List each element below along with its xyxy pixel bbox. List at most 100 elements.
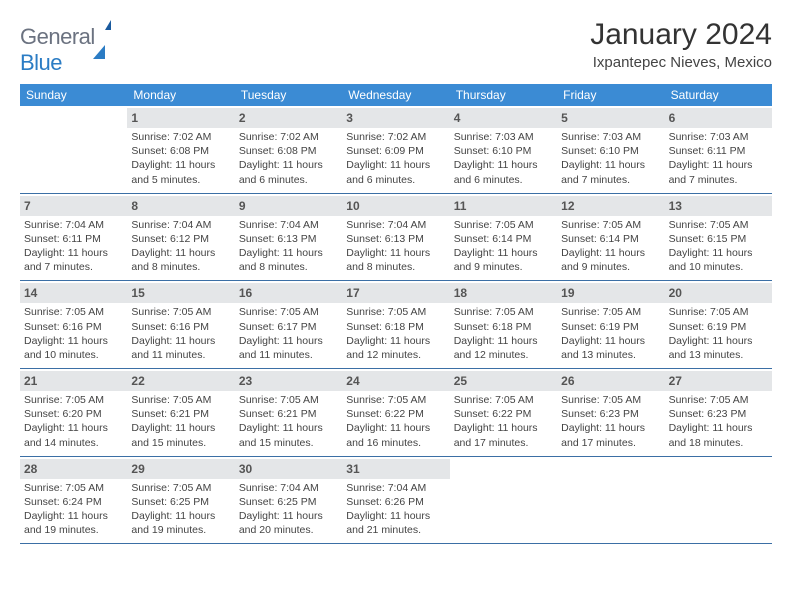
logo-text-general: General xyxy=(20,24,95,49)
weeks-container: 1Sunrise: 7:02 AMSunset: 6:08 PMDaylight… xyxy=(20,106,772,544)
sunset-line: Sunset: 6:16 PM xyxy=(131,320,230,334)
sunset-line: Sunset: 6:13 PM xyxy=(346,232,445,246)
day-details: Sunrise: 7:05 AMSunset: 6:15 PMDaylight:… xyxy=(669,218,768,275)
sunset-line: Sunset: 6:14 PM xyxy=(561,232,660,246)
day-details: Sunrise: 7:02 AMSunset: 6:08 PMDaylight:… xyxy=(239,130,338,187)
week-row: 28Sunrise: 7:05 AMSunset: 6:24 PMDayligh… xyxy=(20,457,772,545)
day-cell: 30Sunrise: 7:04 AMSunset: 6:25 PMDayligh… xyxy=(235,457,342,544)
day-details: Sunrise: 7:05 AMSunset: 6:18 PMDaylight:… xyxy=(454,305,553,362)
day-number-bar: 30 xyxy=(235,459,342,479)
day-details: Sunrise: 7:04 AMSunset: 6:26 PMDaylight:… xyxy=(346,481,445,538)
daylight-line: Daylight: 11 hours and 18 minutes. xyxy=(669,421,768,449)
sunrise-line: Sunrise: 7:05 AM xyxy=(239,393,338,407)
day-cell: 5 Sunrise: 7:03 AMSunset: 6:10 PMDaylight… xyxy=(557,106,664,193)
day-number-bar: 9 xyxy=(235,196,342,216)
day-number: 21 xyxy=(24,374,37,388)
day-cell: 22 Sunrise: 7:05 AMSunset: 6:21 PMDayligh… xyxy=(127,369,234,456)
sunset-line: Sunset: 6:23 PM xyxy=(669,407,768,421)
day-details: Sunrise: 7:05 AMSunset: 6:18 PMDaylight:… xyxy=(346,305,445,362)
day-number: 5 xyxy=(561,111,568,125)
day-number: 23 xyxy=(239,374,252,388)
day-number: 22 xyxy=(131,374,144,388)
sunrise-line: Sunrise: 7:05 AM xyxy=(669,218,768,232)
sunset-line: Sunset: 6:20 PM xyxy=(24,407,123,421)
day-details: Sunrise: 7:05 AMSunset: 6:19 PMDaylight:… xyxy=(561,305,660,362)
day-details: Sunrise: 7:03 AMSunset: 6:11 PMDaylight:… xyxy=(669,130,768,187)
sunset-line: Sunset: 6:09 PM xyxy=(346,144,445,158)
day-details: Sunrise: 7:05 AMSunset: 6:16 PMDaylight:… xyxy=(131,305,230,362)
day-details: Sunrise: 7:05 AMSunset: 6:19 PMDaylight:… xyxy=(669,305,768,362)
dow-cell: Tuesday xyxy=(235,84,342,106)
daylight-line: Daylight: 11 hours and 7 minutes. xyxy=(561,158,660,186)
day-number-bar: 14 xyxy=(20,283,127,303)
day-cell xyxy=(557,457,664,544)
day-details: Sunrise: 7:05 AMSunset: 6:20 PMDaylight:… xyxy=(24,393,123,450)
day-details: Sunrise: 7:05 AMSunset: 6:16 PMDaylight:… xyxy=(24,305,123,362)
dow-cell: Monday xyxy=(127,84,234,106)
sunset-line: Sunset: 6:25 PM xyxy=(239,495,338,509)
logo-mark-icon xyxy=(93,20,105,59)
day-number-bar: 4 xyxy=(450,108,557,128)
day-number-bar: 23 xyxy=(235,371,342,391)
title-block: January 2024 Ixpantepec Nieves, Mexico xyxy=(590,18,772,71)
day-cell: 17Sunrise: 7:05 AMSunset: 6:18 PMDayligh… xyxy=(342,281,449,368)
day-number: 25 xyxy=(454,374,467,388)
day-number-bar: 25 xyxy=(450,371,557,391)
day-number-bar: 29 xyxy=(127,459,234,479)
day-number-bar: 18 xyxy=(450,283,557,303)
location: Ixpantepec Nieves, Mexico xyxy=(590,54,772,71)
day-number-bar: 21 xyxy=(20,371,127,391)
day-cell: 2Sunrise: 7:02 AMSunset: 6:08 PMDaylight… xyxy=(235,106,342,193)
daylight-line: Daylight: 11 hours and 13 minutes. xyxy=(561,334,660,362)
logo-text-blue: Blue xyxy=(20,50,62,75)
daylight-line: Daylight: 11 hours and 6 minutes. xyxy=(239,158,338,186)
day-cell: 23Sunrise: 7:05 AMSunset: 6:21 PMDayligh… xyxy=(235,369,342,456)
day-number-bar: 16 xyxy=(235,283,342,303)
day-details: Sunrise: 7:05 AMSunset: 6:17 PMDaylight:… xyxy=(239,305,338,362)
day-details: Sunrise: 7:05 AMSunset: 6:21 PMDaylight:… xyxy=(131,393,230,450)
week-row: 7Sunrise: 7:04 AMSunset: 6:11 PMDaylight… xyxy=(20,194,772,282)
sunset-line: Sunset: 6:10 PM xyxy=(454,144,553,158)
day-number-bar: 20 xyxy=(665,283,772,303)
logo: General Blue xyxy=(20,18,107,76)
sunrise-line: Sunrise: 7:03 AM xyxy=(454,130,553,144)
day-number: 10 xyxy=(346,199,359,213)
sunrise-line: Sunrise: 7:04 AM xyxy=(131,218,230,232)
day-cell: 9Sunrise: 7:04 AMSunset: 6:13 PMDaylight… xyxy=(235,194,342,281)
dow-cell: Thursday xyxy=(450,84,557,106)
day-number-bar: 12 xyxy=(557,196,664,216)
day-cell: 16Sunrise: 7:05 AMSunset: 6:17 PMDayligh… xyxy=(235,281,342,368)
day-cell: 6 Sunrise: 7:03 AMSunset: 6:11 PMDaylight… xyxy=(665,106,772,193)
day-number-bar: 22 xyxy=(127,371,234,391)
day-number: 6 xyxy=(669,111,676,125)
day-number: 18 xyxy=(454,286,467,300)
daylight-line: Daylight: 11 hours and 9 minutes. xyxy=(454,246,553,274)
sunrise-line: Sunrise: 7:05 AM xyxy=(669,393,768,407)
sunset-line: Sunset: 6:19 PM xyxy=(669,320,768,334)
day-number-bar: 6 xyxy=(665,108,772,128)
day-cell: 28Sunrise: 7:05 AMSunset: 6:24 PMDayligh… xyxy=(20,457,127,544)
sunrise-line: Sunrise: 7:05 AM xyxy=(561,305,660,319)
day-cell: 3Sunrise: 7:02 AMSunset: 6:09 PMDaylight… xyxy=(342,106,449,193)
daylight-line: Daylight: 11 hours and 9 minutes. xyxy=(561,246,660,274)
sunrise-line: Sunrise: 7:04 AM xyxy=(346,218,445,232)
day-details: Sunrise: 7:03 AMSunset: 6:10 PMDaylight:… xyxy=(561,130,660,187)
daylight-line: Daylight: 11 hours and 5 minutes. xyxy=(131,158,230,186)
daylight-line: Daylight: 11 hours and 10 minutes. xyxy=(669,246,768,274)
sunset-line: Sunset: 6:11 PM xyxy=(669,144,768,158)
sunrise-line: Sunrise: 7:05 AM xyxy=(561,218,660,232)
week-row: 1Sunrise: 7:02 AMSunset: 6:08 PMDaylight… xyxy=(20,106,772,194)
day-cell: 14Sunrise: 7:05 AMSunset: 6:16 PMDayligh… xyxy=(20,281,127,368)
sunrise-line: Sunrise: 7:05 AM xyxy=(346,393,445,407)
day-cell: 15Sunrise: 7:05 AMSunset: 6:16 PMDayligh… xyxy=(127,281,234,368)
sunrise-line: Sunrise: 7:05 AM xyxy=(454,218,553,232)
day-number-bar: 15 xyxy=(127,283,234,303)
sunset-line: Sunset: 6:18 PM xyxy=(454,320,553,334)
day-details: Sunrise: 7:04 AMSunset: 6:13 PMDaylight:… xyxy=(346,218,445,275)
page-header: General Blue January 2024 Ixpantepec Nie… xyxy=(20,18,772,76)
day-details: Sunrise: 7:05 AMSunset: 6:25 PMDaylight:… xyxy=(131,481,230,538)
sunrise-line: Sunrise: 7:05 AM xyxy=(24,481,123,495)
day-number: 27 xyxy=(669,374,682,388)
sunrise-line: Sunrise: 7:04 AM xyxy=(239,481,338,495)
day-cell: 25Sunrise: 7:05 AMSunset: 6:22 PMDayligh… xyxy=(450,369,557,456)
